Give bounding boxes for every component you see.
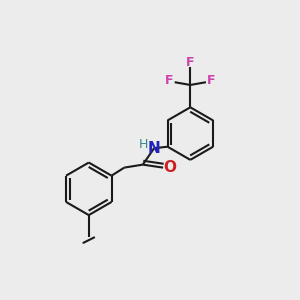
Text: F: F [165, 74, 174, 87]
Text: O: O [163, 160, 176, 175]
Text: F: F [207, 74, 216, 87]
Text: H: H [139, 138, 148, 151]
Text: N: N [148, 141, 160, 156]
Text: F: F [186, 56, 195, 69]
